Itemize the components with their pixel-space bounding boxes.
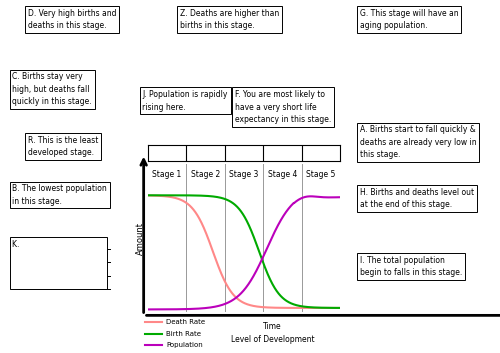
Text: F. You are most likely to
have a very short life
expectancy in this stage.: F. You are most likely to have a very sh…: [235, 90, 331, 124]
Text: Death Rate: Death Rate: [166, 319, 205, 325]
Text: Z. Deaths are higher than
births in this stage.: Z. Deaths are higher than births in this…: [180, 9, 279, 30]
Text: R. This is the least
developed stage.: R. This is the least developed stage.: [28, 136, 98, 157]
Text: Stage 3: Stage 3: [229, 170, 258, 179]
Text: C. Births stay very
high, but deaths fall
quickly in this stage.: C. Births stay very high, but deaths fal…: [12, 72, 92, 106]
Text: G. This stage will have an
aging population.: G. This stage will have an aging populat…: [360, 9, 458, 30]
Text: J. Population is rapidly
rising here.: J. Population is rapidly rising here.: [142, 90, 228, 112]
Text: Level of Development: Level of Development: [231, 335, 314, 344]
Text: Birth Rate: Birth Rate: [166, 331, 202, 336]
Text: Stage 1: Stage 1: [152, 170, 182, 179]
Text: H. Births and deaths level out
at the end of this stage.: H. Births and deaths level out at the en…: [360, 188, 474, 209]
Text: K.: K.: [12, 240, 104, 287]
Text: Stage 2: Stage 2: [190, 170, 220, 179]
Text: D. Very high births and
deaths in this stage.: D. Very high births and deaths in this s…: [28, 9, 116, 30]
Text: Stage 5: Stage 5: [306, 170, 336, 179]
Y-axis label: Amount: Amount: [136, 222, 144, 255]
Text: I. The total population
begin to falls in this stage.: I. The total population begin to falls i…: [360, 256, 462, 277]
Text: A. Births start to fall quickly &
deaths are already very low in
this stage.: A. Births start to fall quickly & deaths…: [360, 125, 476, 159]
Text: B. The lowest population
in this stage.: B. The lowest population in this stage.: [12, 184, 107, 206]
Text: Time: Time: [264, 322, 282, 331]
Text: Population: Population: [166, 342, 203, 348]
Text: Stage 4: Stage 4: [268, 170, 297, 179]
